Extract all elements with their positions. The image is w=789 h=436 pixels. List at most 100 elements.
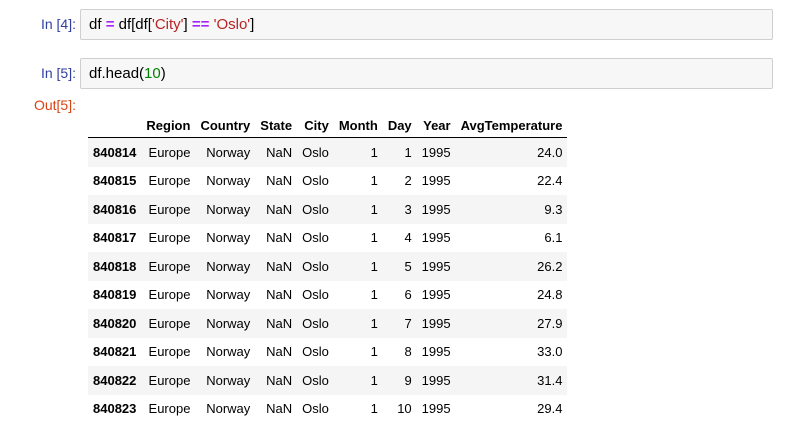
- cell-state: NaN: [266, 201, 293, 217]
- table-row: 840818 Europe Norway NaN Oslo 1 5 1995 26.2: [88, 252, 568, 281]
- cell-avgtemperature: 33.0: [537, 344, 563, 360]
- cell-state: NaN: [266, 287, 293, 303]
- row-index: 840818: [93, 258, 137, 274]
- row-index: 840814: [93, 144, 137, 160]
- row-index: 840823: [93, 401, 137, 417]
- code-string: 'Oslo': [213, 16, 251, 33]
- cell-country: Norway: [206, 258, 251, 274]
- table-row: 840822 Europe Norway NaN Oslo 1 9 1995 31.4: [88, 366, 568, 395]
- table-row: 840814 Europe Norway NaN Oslo 1 1 1995 24.0: [88, 137, 568, 167]
- cell-month: 1: [370, 258, 378, 274]
- column-header-region: Region: [141, 113, 196, 138]
- cell-year: 1995: [421, 315, 451, 331]
- cell-city: Oslo: [302, 287, 329, 303]
- cell-day: 6: [404, 287, 412, 303]
- cell-year: 1995: [421, 144, 451, 160]
- cell-day: 7: [404, 315, 412, 331]
- cell-month: 1: [370, 173, 378, 189]
- cell-region: Europe: [148, 401, 191, 417]
- cell-day: 5: [404, 258, 412, 274]
- cell-avgtemperature: 9.3: [544, 201, 563, 217]
- cell-year: 1995: [421, 230, 451, 246]
- cell-avgtemperature: 29.4: [537, 401, 563, 417]
- code-token: ): [160, 65, 166, 82]
- cell-city: Oslo: [302, 144, 329, 160]
- table-header-row: Region Country State City Month Day Year…: [88, 113, 568, 138]
- code-token: ]: [250, 16, 255, 33]
- code-operator: ==: [191, 16, 210, 33]
- cell-state: NaN: [266, 173, 293, 189]
- table-row: 840821 Europe Norway NaN Oslo 1 8 1995 33.0: [88, 337, 568, 366]
- column-header-month: Month: [333, 113, 383, 138]
- cell-avgtemperature: 27.9: [537, 315, 563, 331]
- cell-state: NaN: [266, 344, 293, 360]
- cell-region: Europe: [148, 287, 191, 303]
- code-token: ]: [183, 16, 192, 33]
- cell-year: 1995: [421, 372, 451, 388]
- cell-avgtemperature: 6.1: [544, 230, 563, 246]
- column-header-city: City: [297, 113, 334, 138]
- cell-year: 1995: [421, 344, 451, 360]
- code-operator: =: [105, 16, 115, 33]
- cell-country: Norway: [206, 173, 251, 189]
- cell-year: 1995: [421, 173, 451, 189]
- row-index: 840816: [93, 201, 137, 217]
- row-index: 840822: [93, 372, 137, 388]
- cell-city: Oslo: [302, 315, 329, 331]
- code-editor[interactable]: df.head(10): [80, 58, 773, 89]
- dataframe-table: Region Country State City Month Day Year…: [88, 113, 568, 423]
- row-index: 840817: [93, 230, 137, 246]
- cell-state: NaN: [266, 401, 293, 417]
- row-index: 840821: [93, 344, 137, 360]
- cell-state: NaN: [266, 258, 293, 274]
- cell-state: NaN: [266, 230, 293, 246]
- cell-day: 3: [404, 201, 412, 217]
- cell-city: Oslo: [302, 230, 329, 246]
- cell-avgtemperature: 24.0: [537, 144, 563, 160]
- column-header-country: Country: [195, 113, 256, 138]
- cell-region: Europe: [148, 315, 191, 331]
- cell-state: NaN: [266, 315, 293, 331]
- cell-day: 9: [404, 372, 412, 388]
- cell-day: 4: [404, 230, 412, 246]
- cell-day: 2: [404, 173, 412, 189]
- index-header: [88, 113, 142, 138]
- cell-month: 1: [370, 201, 378, 217]
- table-row: 840820 Europe Norway NaN Oslo 1 7 1995 27.9: [88, 309, 568, 338]
- cell-city: Oslo: [302, 201, 329, 217]
- cell-avgtemperature: 22.4: [537, 173, 563, 189]
- cell-month: 1: [370, 315, 378, 331]
- cell-country: Norway: [206, 344, 251, 360]
- table-row: 840817 Europe Norway NaN Oslo 1 4 1995 6.1: [88, 223, 568, 252]
- cell-country: Norway: [206, 372, 251, 388]
- cell-region: Europe: [148, 258, 191, 274]
- table-row: 840816 Europe Norway NaN Oslo 1 3 1995 9.3: [88, 195, 568, 224]
- cell-day: 8: [404, 344, 412, 360]
- column-header-avgtemperature: AvgTemperature: [455, 113, 568, 138]
- code-token: df: [89, 16, 106, 33]
- cell-day: 10: [397, 401, 412, 417]
- table-row: 840815 Europe Norway NaN Oslo 1 2 1995 22.4: [88, 166, 568, 195]
- cell-month: 1: [370, 144, 378, 160]
- cell-avgtemperature: 31.4: [537, 372, 563, 388]
- cell-country: Norway: [206, 144, 251, 160]
- cell-region: Europe: [148, 372, 191, 388]
- cell-month: 1: [370, 230, 378, 246]
- table-body: 840814 Europe Norway NaN Oslo 1 1 1995 24.0 84081…: [88, 137, 568, 423]
- row-index: 840815: [93, 173, 137, 189]
- cell-region: Europe: [148, 230, 191, 246]
- input-prompt: In [5]:: [40, 65, 76, 81]
- code-number: 10: [144, 65, 161, 82]
- row-index: 840820: [93, 315, 137, 331]
- cell-city: Oslo: [302, 344, 329, 360]
- column-header-day: Day: [382, 113, 417, 138]
- code-token: df.head(: [89, 65, 145, 82]
- cell-state: NaN: [266, 144, 293, 160]
- code-editor[interactable]: df = df[df['City'] == 'Oslo']: [80, 9, 773, 40]
- cell-region: Europe: [148, 344, 191, 360]
- cell-country: Norway: [206, 315, 251, 331]
- cell-month: 1: [370, 372, 378, 388]
- cell-city: Oslo: [302, 173, 329, 189]
- cell-month: 1: [370, 287, 378, 303]
- column-header-year: Year: [416, 113, 456, 138]
